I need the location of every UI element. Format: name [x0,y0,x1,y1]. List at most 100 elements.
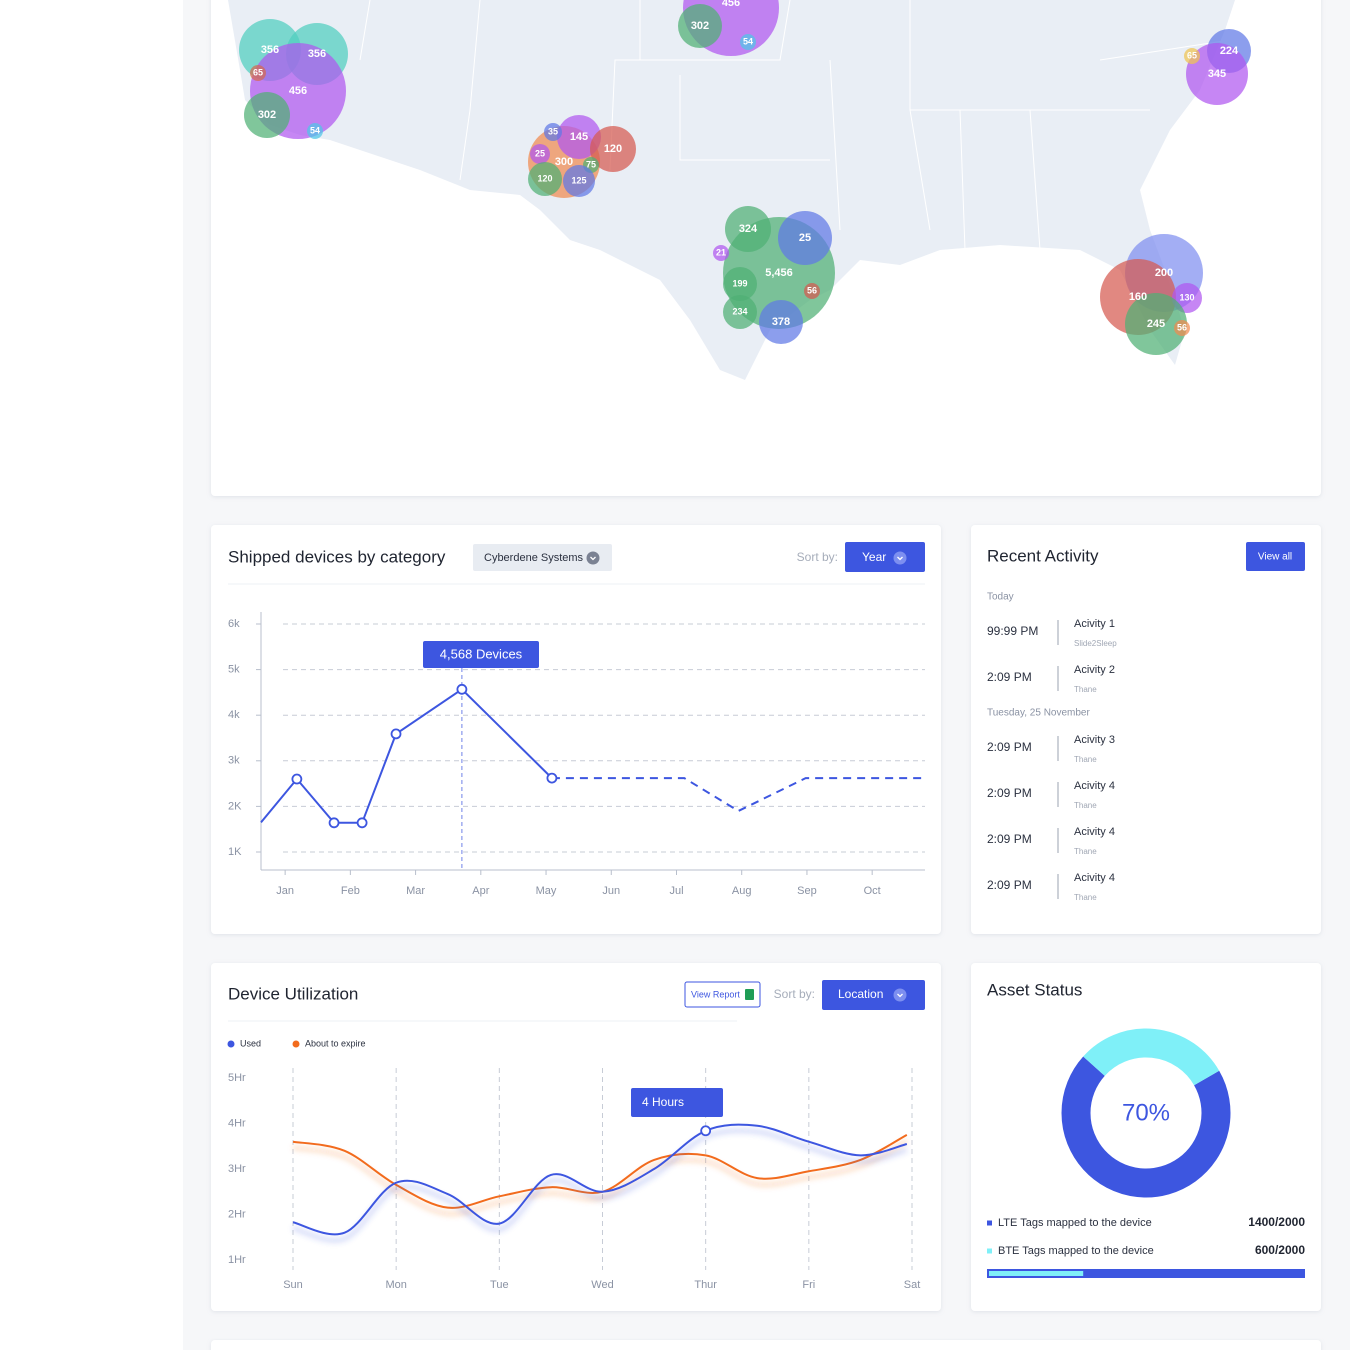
map-bubble[interactable] [678,4,722,48]
report-button[interactable] [684,981,761,1008]
bubble-label: 200 [1155,267,1173,279]
activity-name: Acivity 4 [1074,872,1115,884]
map-bubble[interactable] [1186,43,1248,105]
map-bubble[interactable] [723,267,757,301]
bubble-label: 130 [1179,292,1194,302]
bubble-label: 324 [739,223,758,235]
activity-name: Acivity 1 [1074,618,1115,630]
map-bubble[interactable] [804,283,820,299]
activity-time: 2:09 PM [987,670,1032,684]
bubble-label: 160 [1129,291,1147,303]
x-tick-label: Jul [669,885,683,897]
y-tick-label: 1Hr [228,1254,246,1266]
tooltip-text: 4,568 Devices [440,646,523,661]
y-tick-label: 3k [228,755,240,767]
map-bubble[interactable] [250,65,266,81]
bubble-label: 224 [1220,45,1239,57]
card-title: Shipped devices by category [228,547,446,566]
card [971,525,1321,934]
line-series [292,1123,908,1236]
map-bubble[interactable] [244,92,290,138]
map-bubble[interactable] [759,300,803,344]
card [211,525,941,934]
activity-name: Acivity 2 [1074,664,1115,676]
map-bubble[interactable] [528,162,562,196]
map-bubble[interactable] [725,206,771,252]
bubble-label: 120 [537,173,552,183]
chevron-bg [893,988,907,1002]
progress-fill [989,1271,1084,1276]
view-all-button[interactable] [1246,542,1305,571]
x-tick-label: Mon [385,1279,406,1291]
chevron [897,993,903,998]
map-bubble[interactable] [1125,293,1187,355]
report-label: View Report [691,989,740,999]
y-tick-label: 4Hr [228,1117,246,1129]
point [356,817,368,829]
dropdown[interactable] [473,544,612,571]
map-bubble[interactable] [544,123,562,141]
card-title: Asset Status [987,980,1082,999]
sort-label: Sort by: [774,987,815,1001]
x-tick-label: Thur [694,1279,717,1291]
bubble-label: 75 [586,159,596,169]
sort-value: Year [862,550,886,564]
bubble-label: 21 [716,247,726,257]
map-bubble[interactable] [1174,320,1190,336]
activity-name: Acivity 4 [1074,826,1115,838]
x-tick-label: Oct [864,885,881,897]
x-tick-label: Sat [904,1279,921,1291]
legend-dot [227,1040,235,1048]
map-bubble[interactable] [590,126,636,172]
point [700,1125,712,1137]
map-bubble[interactable] [713,245,729,261]
sort-button[interactable] [845,542,925,572]
donut-center-label: 70% [1122,1099,1170,1126]
bubble-label: 56 [807,285,817,295]
activity-time: 2:09 PM [987,740,1032,754]
map-bubble[interactable] [778,211,832,265]
activity-name: Acivity 4 [1074,780,1115,792]
x-tick-label: Jan [276,885,294,897]
map-bubble[interactable] [563,165,595,197]
card [211,963,941,1311]
activity-time: 2:09 PM [987,878,1032,892]
donut-segment [1061,1056,1231,1198]
excel-icon [745,989,754,1000]
map-bubble[interactable] [723,295,757,329]
y-tick-label: 1K [228,846,242,858]
point [390,728,402,740]
bubble-label: 302 [258,109,276,121]
progress-track [987,1269,1305,1278]
bubble-label: 125 [571,175,586,185]
line-series [551,777,923,813]
card-title: Device Utilization [228,984,358,1003]
map-bubble[interactable] [740,34,756,50]
activity-name: Acivity 3 [1074,734,1115,746]
map-bubble[interactable] [530,144,550,164]
sort-button[interactable] [822,980,925,1010]
y-tick-label: 3Hr [228,1163,246,1175]
point [546,772,558,784]
bubble-label: 145 [570,131,588,143]
legend-value: 1400/2000 [1248,1215,1305,1229]
bubble-label: 54 [743,36,753,46]
card [971,963,1321,1311]
tooltip-text: 4 Hours [642,1095,684,1109]
x-tick-label: Sep [797,885,817,897]
x-tick-label: Jun [602,885,620,897]
map-bubble[interactable] [557,115,601,159]
y-tick-label: 5k [228,663,240,675]
bubble-label: 356 [261,44,279,56]
bubble-label: 120 [604,143,622,155]
activity-sub: Slide2Sleep [1074,639,1117,648]
group-label: Today [987,592,1014,603]
activity-sub: Thane [1074,801,1097,810]
chevron [897,556,903,561]
legend-dot [292,1040,300,1048]
line-shadow [292,1128,908,1243]
map-bubble[interactable] [1184,48,1200,64]
map-bubble[interactable] [307,123,323,139]
sort-label: Sort by: [797,550,838,564]
